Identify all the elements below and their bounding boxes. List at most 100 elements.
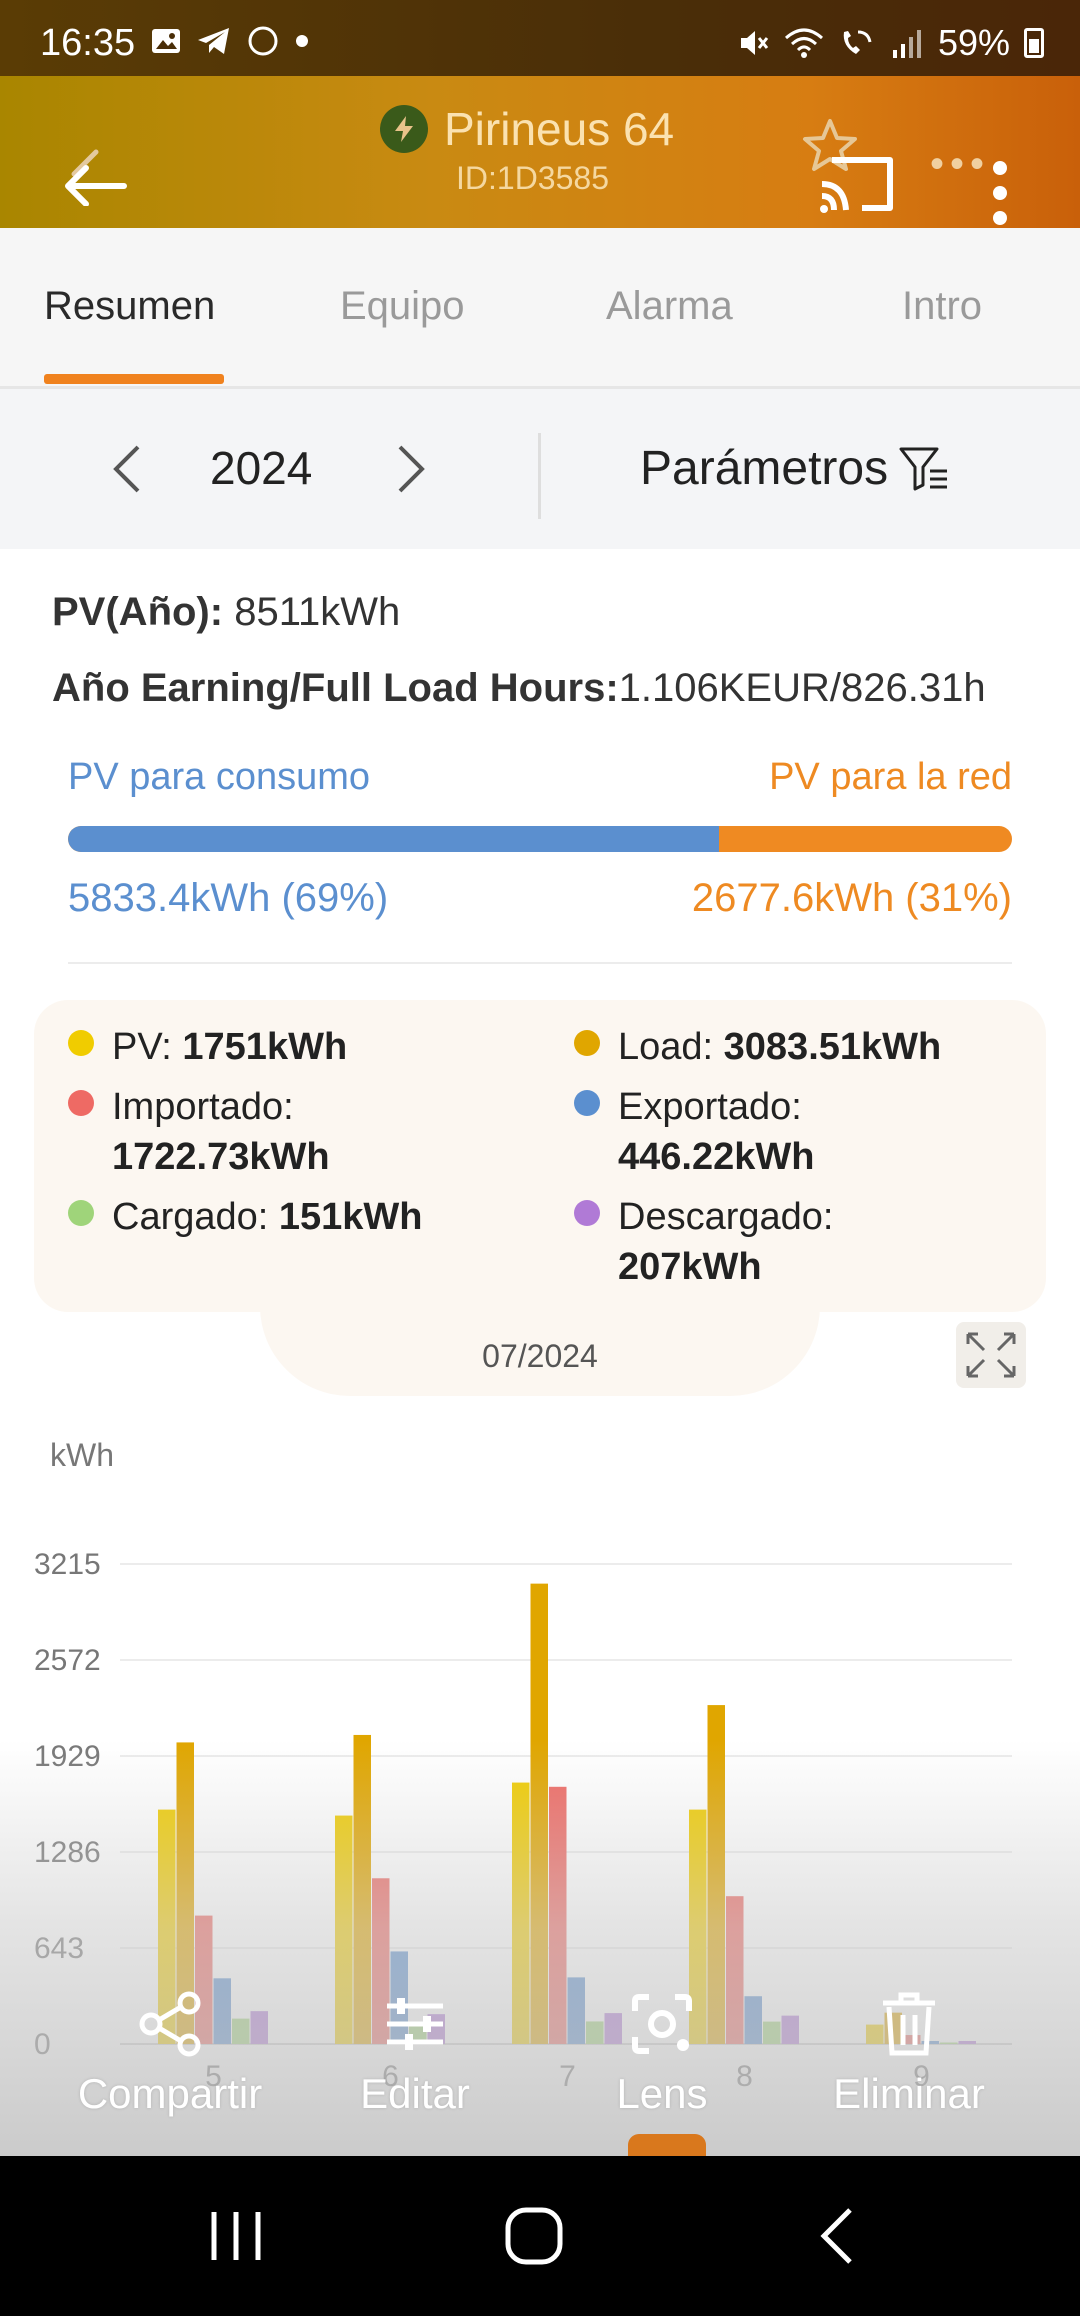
- month-label: 07/2024: [482, 1338, 598, 1374]
- signal-icon: [892, 30, 921, 58]
- legend-dot: [574, 1030, 600, 1056]
- tab-intro[interactable]: Intro: [902, 284, 983, 328]
- legend-dot: [68, 1200, 94, 1226]
- legend-dot: [68, 1090, 94, 1116]
- editar-button[interactable]: Editar: [305, 1984, 525, 2118]
- eliminar-label: Eliminar: [833, 2070, 985, 2117]
- status-bar: 16:35 59%: [0, 0, 1080, 76]
- chart-y-axis-label: kWh: [50, 1437, 114, 1473]
- station-id: ID:1D3585: [456, 160, 609, 196]
- station-title-block: Pirineus 64 ID:1D3585: [380, 102, 740, 197]
- legend-value: 151kWh: [278, 1196, 423, 1238]
- app-header: Pirineus 64 ID:1D3585 •••: [0, 76, 1080, 228]
- legend-value: 3083.51kWh: [723, 1026, 942, 1068]
- filter-icon: [899, 447, 948, 490]
- active-tab-indicator: [44, 374, 224, 384]
- legend-label: Importado:: [112, 1086, 294, 1128]
- chart-y-tick-label: 2572: [34, 1644, 101, 1677]
- legend-item-load: Load: 3083.51kWh: [574, 1022, 941, 1072]
- battery-percent: 59%: [937, 22, 1010, 63]
- parametros-label: Parámetros: [640, 442, 889, 495]
- legend-item-exportado: Exportado: 446.22kWh: [574, 1082, 994, 1182]
- battery-icon: [1024, 28, 1044, 58]
- tab-bar: Resumen Equipo Alarma Intro: [0, 228, 1080, 398]
- legend-item-cargado: Cargado: 151kWh: [68, 1192, 423, 1242]
- legend-item-pv: PV: 1751kWh: [68, 1022, 347, 1072]
- summary-block: PV(Año): 8511kWh Año Earning/Full Load H…: [52, 590, 1012, 710]
- lens-label: Lens: [616, 2070, 708, 2117]
- cast-icon[interactable]: [818, 150, 898, 216]
- legend-value: 1751kWh: [182, 1026, 348, 1068]
- earning-value: 1.106KEUR/826.31h: [618, 666, 986, 710]
- gallery-actions-bar: Compartir Editar Lens Eliminar: [0, 1984, 1080, 2144]
- legend-label: Exportado:: [618, 1086, 802, 1128]
- telegram-icon: [198, 28, 229, 54]
- kebab-menu-icon[interactable]: [988, 158, 1012, 228]
- back-nav-icon[interactable]: [800, 2204, 880, 2268]
- legend-label: PV:: [112, 1026, 172, 1068]
- chart-y-tick-label: 1286: [34, 1836, 101, 1869]
- pv-year-line: PV(Año): 8511kWh: [52, 590, 1012, 635]
- legend-value: 1722.73kWh: [112, 1136, 330, 1178]
- chart-y-tick-label: 3215: [34, 1548, 101, 1581]
- pv-red-value: 2677.6kWh (31%): [691, 876, 1012, 920]
- eliminar-button[interactable]: Eliminar: [799, 1984, 1019, 2118]
- pv-consumo-label: PV para consumo: [68, 756, 371, 798]
- more-dots-icon: •••: [930, 142, 991, 186]
- legend-label: Descargado:: [618, 1196, 834, 1238]
- year-label[interactable]: 2024: [210, 442, 313, 494]
- wifi-call-icon: [843, 30, 872, 54]
- earning-line: Año Earning/Full Load Hours:1.106KEUR/82…: [52, 666, 986, 711]
- legend-dot: [574, 1200, 600, 1226]
- tab-resumen[interactable]: Resumen: [44, 284, 216, 328]
- compartir-button[interactable]: Compartir: [60, 1984, 280, 2118]
- legend-label: Cargado:: [112, 1196, 269, 1238]
- overlay-handle: [628, 2134, 706, 2156]
- legend-value: 446.22kWh: [618, 1136, 815, 1178]
- legend-item-importado: Importado: 1722.73kWh: [68, 1082, 488, 1182]
- chart-y-tick-label: 643: [34, 1932, 84, 1965]
- dot-icon: [296, 35, 308, 47]
- recent-apps-icon[interactable]: [196, 2204, 276, 2268]
- tab-alarma[interactable]: Alarma: [606, 284, 733, 328]
- section-divider: [68, 962, 1012, 964]
- system-nav-bar: [0, 2156, 1080, 2316]
- legend-dot: [574, 1090, 600, 1116]
- status-time: 16:35: [40, 22, 136, 64]
- chevron-left-icon[interactable]: [108, 443, 148, 495]
- legend-card-tab: [260, 1300, 820, 1396]
- pv-red-label: PV para la red: [769, 756, 1012, 798]
- wifi-icon: [784, 28, 823, 58]
- legend-card: [34, 1000, 1046, 1312]
- chevron-right-icon[interactable]: [390, 443, 430, 495]
- tab-divider: [0, 386, 1080, 389]
- trash-icon: [883, 1992, 935, 2056]
- status-system-icons: 59%: [736, 22, 1044, 64]
- home-icon[interactable]: [494, 2204, 574, 2268]
- lens-icon: [632, 1994, 692, 2054]
- circle-icon: [248, 26, 278, 56]
- share-icon: [139, 1991, 201, 2057]
- pv-split-bar: [68, 826, 1012, 852]
- yearbar-divider: [538, 433, 541, 519]
- back-arrow-icon[interactable]: [60, 146, 130, 206]
- chart-y-tick-label: 1929: [34, 1740, 101, 1773]
- pv-consumo-value: 5833.4kWh (69%): [68, 876, 389, 920]
- lens-button[interactable]: Lens: [552, 1984, 772, 2118]
- legend-label: Load:: [618, 1026, 714, 1068]
- star-icon[interactable]: [800, 116, 860, 176]
- earning-label: Año Earning/Full Load Hours:: [52, 666, 619, 710]
- parametros-button[interactable]: Parámetros: [640, 441, 950, 496]
- status-notification-icons: [150, 24, 310, 58]
- mute-icon: [740, 31, 769, 55]
- gallery-icon: [152, 29, 180, 53]
- pv-year-value: 8511kWh: [234, 590, 401, 634]
- legend-dot: [68, 1030, 94, 1056]
- fullscreen-icon[interactable]: [956, 1322, 1026, 1388]
- sliders-icon: [387, 1998, 443, 2050]
- tab-equipo[interactable]: Equipo: [340, 284, 465, 328]
- compartir-label: Compartir: [77, 2070, 263, 2117]
- chart-bar-load-7[interactable]: [530, 1583, 549, 2044]
- editar-label: Editar: [360, 2070, 470, 2117]
- year-selector-bar: 2024 Parámetros: [0, 389, 1080, 549]
